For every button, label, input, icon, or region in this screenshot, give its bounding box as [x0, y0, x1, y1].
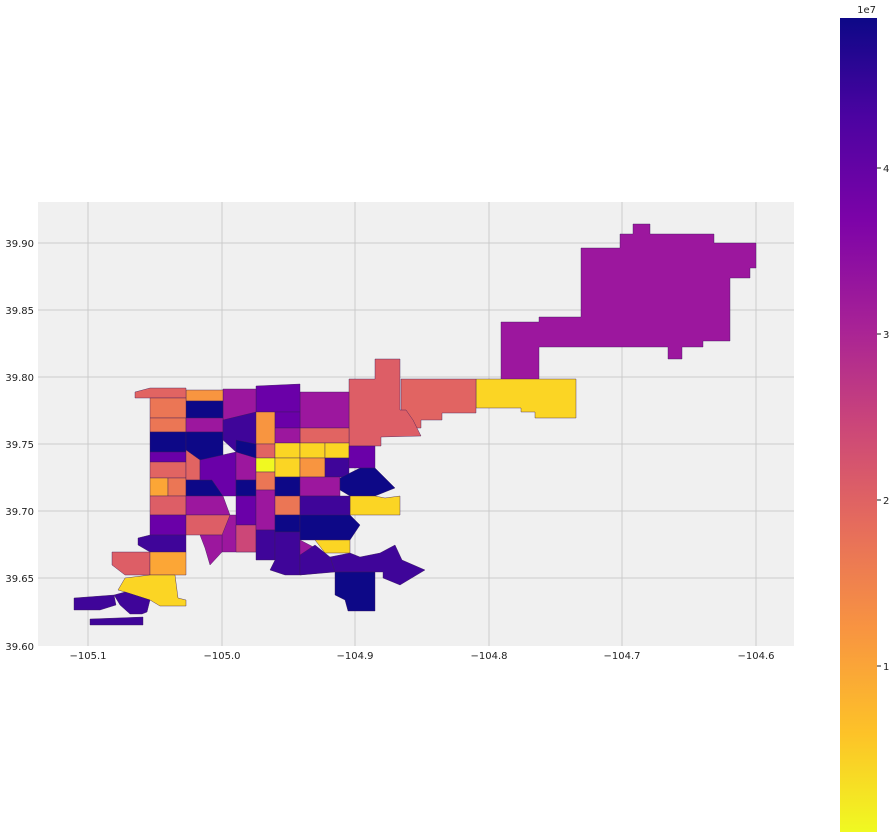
colorbar-exponent-label: 1e7 [857, 5, 876, 16]
neighborhood-n-1 [255, 383, 301, 413]
y-tick-label: 39.70 [5, 507, 34, 518]
y-axis-ticks: 39.60 39.65 39.70 39.75 39.80 39.85 39.9… [5, 239, 34, 653]
colorbar-tick-label: 2 [883, 496, 889, 507]
neighborhood-c-9 [235, 439, 257, 459]
neighborhood-ne-1 [299, 391, 350, 429]
neighborhood-w-7 [149, 514, 187, 536]
neighborhood-c-1 [255, 411, 276, 445]
neighborhood-sw-4 [89, 616, 144, 626]
neighborhood-se-2 [334, 571, 376, 612]
colorbar-tick-label: 1 [883, 662, 889, 673]
neighborhood-sw-3 [73, 594, 117, 611]
neighborhood-ec-3 [299, 457, 326, 478]
y-tick-label: 39.90 [5, 239, 34, 250]
neighborhood-stapleton [348, 358, 422, 447]
neighborhood-c-5 [255, 457, 276, 473]
neighborhood-n-6 [149, 397, 187, 419]
neighborhood-wc-12 [235, 524, 257, 553]
neighborhood-se-3 [299, 544, 336, 576]
neighborhood-ec-7 [339, 467, 396, 497]
colorbar-tick-label: 4 [883, 164, 889, 175]
y-tick-label: 39.75 [5, 440, 34, 451]
neighborhood-sw-1 [117, 574, 187, 607]
neighborhood-w-5 [167, 477, 187, 497]
x-tick-label: −105.0 [203, 651, 240, 662]
neighborhood-c-8 [255, 529, 276, 561]
x-axis-ticks: −105.1 −105.0 −104.9 −104.8 −104.7 −104.… [69, 651, 774, 662]
neighborhood-c-7 [255, 489, 276, 531]
neighborhood-c-10 [274, 442, 301, 459]
neighborhood-n-7 [149, 417, 187, 433]
x-tick-label: −104.8 [470, 651, 507, 662]
x-tick-label: −104.6 [737, 651, 774, 662]
neighborhoods [73, 223, 757, 626]
neighborhood-n-8 [185, 417, 224, 433]
neighborhood-ne-2 [299, 427, 350, 444]
y-tick-label: 39.80 [5, 373, 34, 384]
colorbar-ticks: 1 2 3 4 1e7 [857, 5, 889, 673]
colorbar-tick-label: 3 [883, 330, 889, 341]
neighborhood-wc-13 [199, 534, 223, 566]
neighborhood-ec-6 [299, 476, 341, 497]
neighborhood-wc-4 [185, 495, 231, 516]
neighborhood-w-4 [149, 477, 169, 497]
neighborhood-wc-9 [235, 479, 257, 497]
neighborhood-c-3 [274, 427, 301, 444]
x-tick-label: −104.7 [603, 651, 640, 662]
neighborhood-c-14 [274, 514, 301, 533]
y-tick-label: 39.65 [5, 574, 34, 585]
x-tick-label: −104.9 [336, 651, 373, 662]
neighborhood-ec-1 [299, 442, 326, 459]
neighborhood-n-3 [185, 389, 224, 402]
neighborhood-w-1 [149, 431, 187, 453]
neighborhood-montbello [475, 378, 577, 419]
y-tick-label: 39.85 [5, 306, 34, 317]
neighborhood-w-10 [149, 551, 187, 576]
neighborhood-ec-5 [348, 445, 376, 469]
colorbar [840, 18, 877, 832]
neighborhood-ec-10 [299, 514, 361, 541]
x-tick-label: −105.1 [69, 651, 106, 662]
neighborhood-w-9 [111, 551, 151, 576]
neighborhood-ec-2 [324, 442, 350, 459]
neighborhood-w-3 [149, 461, 187, 479]
neighborhood-c-12 [274, 476, 301, 497]
neighborhood-sw-2 [113, 591, 151, 615]
neighborhood-c-11 [274, 457, 301, 478]
y-tick-label: 39.60 [5, 642, 34, 653]
neighborhood-c-13 [274, 495, 301, 516]
neighborhood-ec-8 [349, 495, 401, 516]
neighborhood-c-6 [255, 471, 276, 491]
neighborhood-c-2 [274, 411, 301, 429]
neighborhood-w-6 [149, 495, 187, 516]
neighborhood-ec-4 [324, 457, 350, 478]
neighborhood-w-2 [149, 451, 187, 463]
neighborhood-wc-10 [235, 495, 257, 526]
neighborhood-c-4 [255, 443, 276, 459]
neighborhood-n-5 [185, 400, 224, 419]
